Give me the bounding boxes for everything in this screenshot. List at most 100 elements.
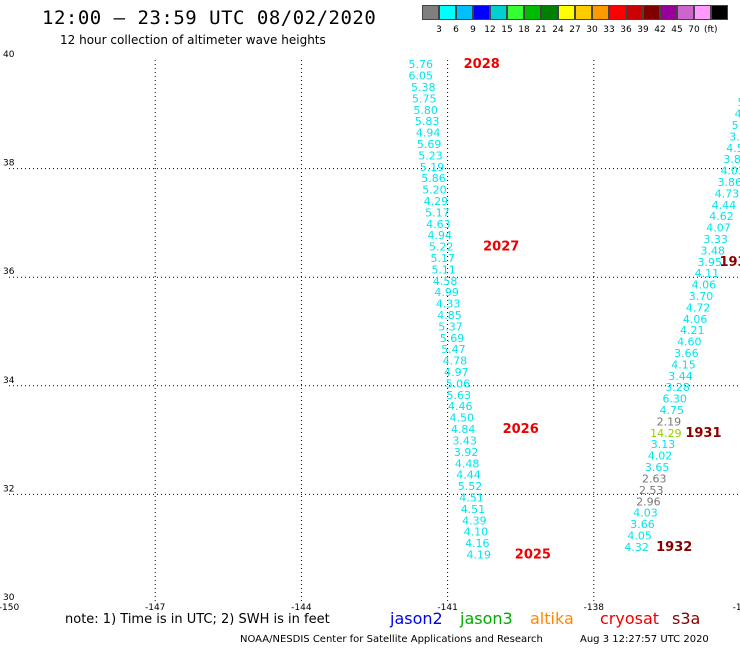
color-scale-value: 27 [569, 25, 581, 35]
swh-point: 4.02 [648, 450, 673, 463]
swh-point: 3.85 [723, 153, 740, 166]
swh-point: 4.99 [434, 286, 459, 299]
swh-point: 4.73 [715, 187, 740, 200]
swh-point: 5.45 [732, 119, 740, 132]
color-scale-value: 15 [501, 25, 513, 35]
swh-point: 4.05 [627, 529, 652, 542]
swh-point: 5.86 [421, 172, 446, 185]
swh-point: 4.71 [735, 108, 740, 121]
swh-point: 4.10 [464, 526, 489, 539]
color-scale-swatch [490, 5, 507, 20]
x-tick-label: -150 [0, 603, 19, 613]
swh-point: 3.70 [689, 290, 714, 303]
swh-point: 4.39 [462, 514, 487, 527]
swh-point: 4.21 [680, 324, 705, 337]
color-scale-swatch [677, 5, 694, 20]
x-tick-label: -144 [291, 603, 312, 613]
swh-point: 4.06 [692, 279, 717, 292]
swh-point: 3.86 [718, 176, 740, 189]
color-scale-value: 21 [535, 25, 547, 35]
color-scale-swatch [439, 5, 456, 20]
track-time-label: 1930 [719, 255, 740, 270]
color-scale-swatch [541, 5, 558, 20]
swh-point: 3.33 [703, 233, 728, 246]
swh-point: 3.28 [665, 381, 690, 394]
swh-point: 5.75 [412, 92, 437, 105]
color-scale-value: 30 [586, 25, 598, 35]
swh-point: 2.96 [636, 495, 661, 508]
swh-point: 14.29 [650, 427, 682, 440]
swh-point: 4.32 [624, 541, 649, 554]
swh-point: 4.33 [436, 298, 461, 311]
y-tick-label: 32 [3, 484, 14, 494]
swh-point: 5.80 [413, 104, 438, 117]
color-scale-swatch [507, 5, 524, 20]
swh-point: 4.19 [467, 548, 492, 561]
swh-point: 4.63 [426, 218, 451, 231]
x-tick-label: -138 [584, 603, 605, 613]
swh-point: 3.65 [645, 461, 670, 474]
x-tick-label: -13 [733, 603, 740, 613]
swh-point: 4.50 [449, 412, 474, 425]
swh-point: 5.63 [447, 389, 472, 402]
y-tick-label: 30 [3, 593, 15, 603]
track-time-label: 2027 [483, 240, 519, 255]
swh-point: 4.51 [459, 491, 484, 504]
color-scale-swatch [422, 5, 439, 20]
swh-point: 5.23 [418, 149, 443, 162]
satellite-legend-s3a: s3a [672, 609, 701, 628]
swh-point: 4.84 [451, 423, 476, 436]
swh-point: 5.22 [429, 241, 454, 254]
color-scale-value: 6 [453, 25, 459, 35]
x-tick-label: -147 [145, 603, 165, 613]
color-scale-value: 33 [603, 25, 615, 35]
swh-point: 5.52 [458, 480, 483, 493]
swh-point: 4.03 [720, 165, 740, 178]
swh-point: 3.95 [698, 256, 723, 269]
color-scale-swatch [626, 5, 643, 20]
swh-point: 5.25 [737, 96, 740, 109]
color-scale-value: 3 [436, 25, 442, 35]
swh-point: 3.14 [729, 130, 740, 143]
swh-point: 2.63 [642, 472, 667, 485]
page-subtitle: 12 hour collection of altimeter wave hei… [60, 33, 326, 47]
swh-point: 4.07 [706, 222, 731, 235]
swh-point: 3.48 [700, 244, 725, 257]
color-scale-swatch [575, 5, 592, 20]
swh-point: 4.75 [660, 404, 685, 417]
swh-point: 6.05 [409, 70, 434, 83]
color-scale-value: 18 [518, 25, 530, 35]
swh-point: 4.58 [433, 275, 458, 288]
track-time-label: 2028 [464, 57, 500, 72]
swh-point: 5.19 [420, 161, 445, 174]
swh-point: 5.37 [438, 320, 463, 333]
swh-point: 4.94 [428, 229, 453, 242]
y-tick-label: 38 [3, 159, 15, 169]
swh-point: 4.78 [443, 355, 468, 368]
color-scale-swatch [473, 5, 490, 20]
swh-point: 3.66 [674, 347, 699, 360]
color-scale-swatch [694, 5, 711, 20]
swh-point: 4.15 [671, 358, 696, 371]
y-tick-label: 34 [3, 376, 15, 386]
color-scale-unit: (ft) [704, 25, 718, 35]
color-scale-swatch [609, 5, 626, 20]
swh-point: 3.92 [454, 446, 479, 459]
swh-point: 4.44 [456, 469, 481, 482]
legend-note: note: 1) Time is in UTC; 2) SWH is in fe… [65, 612, 330, 627]
y-tick-label: 36 [3, 267, 15, 277]
footer-timestamp: Aug 3 12:27:57 UTC 2020 [580, 634, 709, 645]
swh-point: 4.94 [416, 127, 441, 140]
swh-point: 5.17 [425, 206, 450, 219]
track-time-label: 2026 [503, 422, 539, 437]
color-scale-value: 24 [552, 25, 564, 35]
swh-point: 4.85 [437, 309, 462, 322]
swh-point: 4.03 [633, 507, 658, 520]
swh-point: 4.60 [677, 336, 702, 349]
swh-point: 4.16 [465, 537, 490, 550]
swh-point: 4.62 [709, 210, 734, 223]
track-time-label: 1932 [656, 540, 692, 555]
color-scale-value: 42 [654, 25, 666, 35]
swh-point: 4.51 [461, 503, 486, 516]
